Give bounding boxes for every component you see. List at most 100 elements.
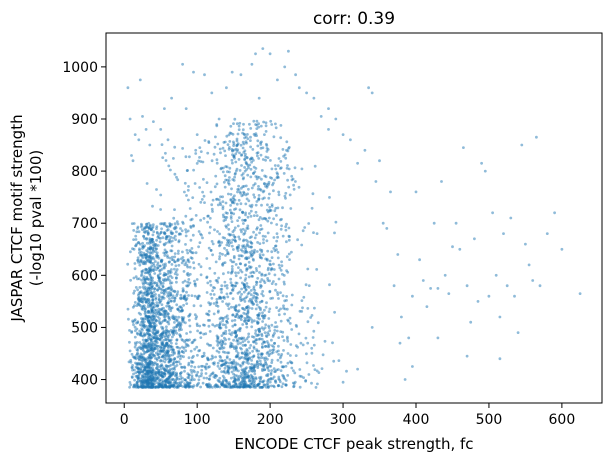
scatter-point	[147, 366, 151, 370]
scatter-point	[370, 91, 374, 95]
scatter-point	[174, 379, 178, 382]
scatter-point	[264, 121, 268, 125]
scatter-point	[250, 335, 254, 338]
scatter-point	[218, 147, 222, 151]
scatter-point	[264, 184, 267, 188]
scatter-point	[303, 226, 307, 229]
scatter-point	[128, 381, 132, 384]
scatter-point	[143, 278, 147, 282]
scatter-point	[184, 243, 187, 246]
scatter-point	[235, 346, 239, 350]
scatter-point	[151, 341, 155, 344]
scatter-point	[199, 374, 203, 378]
scatter-point	[208, 377, 211, 381]
scatter-point	[255, 280, 258, 284]
scatter-point	[156, 288, 159, 292]
scatter-point	[188, 272, 192, 276]
scatter-point	[252, 345, 256, 349]
scatter-point	[218, 347, 222, 351]
scatter-point	[230, 70, 234, 74]
scatter-point	[274, 122, 277, 126]
scatter-point	[278, 266, 282, 270]
scatter-point	[279, 166, 283, 170]
scatter-point	[140, 334, 144, 338]
scatter-point	[200, 364, 203, 368]
scatter-point	[245, 337, 249, 341]
scatter-point	[301, 306, 304, 310]
scatter-point	[246, 227, 250, 230]
scatter-point	[235, 374, 239, 378]
scatter-point	[188, 281, 192, 285]
scatter-point	[177, 258, 180, 262]
scatter-point	[263, 308, 266, 312]
scatter-point	[238, 363, 242, 367]
scatter-point	[218, 317, 222, 321]
scatter-point	[193, 294, 197, 298]
scatter-point	[234, 274, 238, 278]
scatter-point	[276, 256, 280, 260]
scatter-point	[143, 375, 147, 378]
scatter-point	[175, 276, 178, 279]
scatter-point	[132, 276, 136, 280]
scatter-point	[241, 307, 245, 311]
scatter-point	[154, 243, 158, 246]
scatter-point	[131, 320, 135, 324]
scatter-point	[236, 224, 240, 228]
scatter-point	[285, 307, 289, 311]
scatter-point	[180, 316, 184, 319]
scatter-point	[223, 261, 227, 264]
scatter-point	[252, 365, 256, 369]
scatter-point	[230, 362, 234, 365]
scatter-point	[243, 279, 247, 282]
scatter-point	[242, 360, 246, 364]
scatter-point	[186, 251, 190, 255]
scatter-point	[281, 382, 285, 386]
scatter-point	[207, 324, 211, 328]
x-tick-label: 200	[257, 412, 284, 428]
scatter-point	[263, 331, 267, 334]
scatter-point	[283, 282, 286, 286]
scatter-point	[252, 119, 256, 123]
scatter-point	[239, 268, 242, 272]
scatter-point	[266, 366, 270, 370]
scatter-point	[140, 320, 143, 324]
scatter-point	[149, 382, 153, 385]
scatter-point	[214, 385, 217, 389]
scatter-point	[184, 155, 188, 159]
scatter-point	[242, 232, 246, 236]
scatter-point	[158, 352, 162, 356]
scatter-point	[186, 376, 190, 379]
scatter-point	[147, 255, 151, 259]
scatter-point	[129, 383, 133, 387]
scatter-point	[245, 348, 249, 351]
scatter-point	[255, 119, 259, 123]
scatter-point	[545, 232, 549, 236]
scatter-point	[269, 263, 272, 267]
scatter-point	[193, 338, 197, 342]
scatter-point	[205, 291, 209, 294]
scatter-point	[175, 220, 179, 224]
scatter-point	[271, 335, 275, 338]
scatter-point	[177, 315, 181, 319]
scatter-point	[194, 152, 198, 155]
scatter-point	[242, 238, 246, 242]
scatter-point	[190, 294, 194, 297]
scatter-point	[267, 182, 271, 186]
scatter-point	[241, 370, 245, 374]
scatter-point	[274, 206, 278, 210]
scatter-point	[145, 332, 149, 335]
scatter-point	[233, 175, 237, 179]
scatter-point	[194, 251, 198, 255]
scatter-point	[260, 203, 263, 207]
scatter-point	[210, 240, 214, 243]
scatter-point	[161, 334, 165, 338]
scatter-point	[140, 357, 144, 360]
scatter-point	[179, 297, 183, 301]
scatter-point	[243, 383, 246, 387]
scatter-point	[149, 334, 153, 338]
scatter-point	[175, 360, 178, 364]
scatter-point	[162, 366, 165, 370]
scatter-point	[192, 266, 196, 270]
scatter-point	[245, 197, 249, 201]
scatter-point	[252, 132, 256, 136]
